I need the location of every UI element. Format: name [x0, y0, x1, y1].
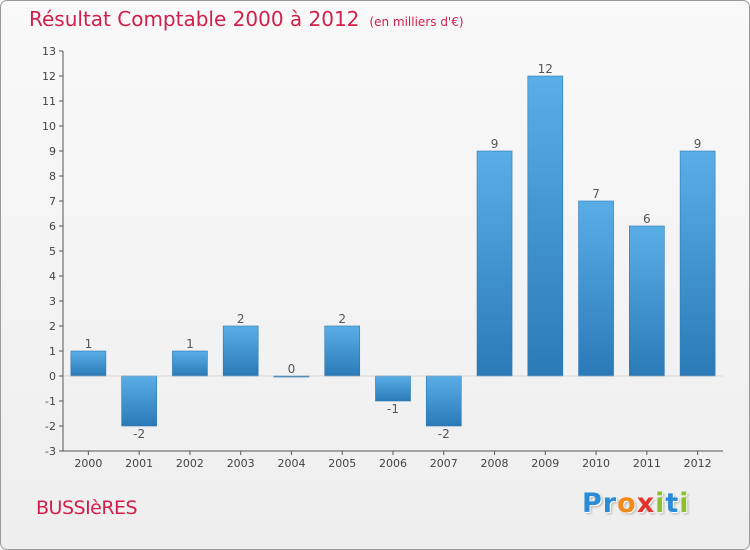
data-label: 9: [694, 137, 702, 151]
x-tick-label: 2001: [125, 457, 153, 470]
data-label: 2: [338, 312, 346, 326]
y-tick-label: 4: [49, 270, 56, 283]
x-tick-label: 2003: [227, 457, 255, 470]
x-tick-label: 2006: [379, 457, 407, 470]
bar: [375, 375, 411, 402]
data-label: 12: [538, 62, 553, 76]
data-label: 7: [592, 187, 600, 201]
y-tick-label: 12: [42, 70, 56, 83]
y-tick-label: 0: [49, 370, 56, 383]
bar: [629, 225, 665, 377]
x-tick-label: 2008: [481, 457, 509, 470]
bar: [70, 350, 107, 377]
data-label: 1: [186, 337, 194, 351]
chart-subtitle: (en milliers d'€): [369, 15, 464, 29]
logo-letter: x: [636, 488, 656, 519]
y-tick-label: 10: [42, 120, 56, 133]
y-tick-label: 2: [49, 320, 56, 333]
x-tick-label: 2004: [277, 457, 305, 470]
chart-title: Résultat Comptable 2000 à 2012: [29, 7, 360, 31]
data-label: 6: [643, 212, 651, 226]
y-tick-label: -1: [45, 395, 56, 408]
bar: [324, 325, 361, 377]
bar: [679, 150, 716, 377]
logo-letter: o: [617, 488, 637, 519]
commune-name: BUSSIèRES: [36, 497, 138, 519]
data-label: 1: [85, 337, 93, 351]
data-label: -1: [387, 402, 399, 416]
bar: [578, 200, 614, 377]
y-tick-label: -3: [45, 445, 56, 458]
y-tick-label: 13: [42, 45, 56, 58]
data-label: 9: [491, 137, 499, 151]
logo-letter: i: [679, 488, 690, 519]
y-tick-label: 8: [49, 170, 56, 183]
data-label: 0: [288, 362, 296, 376]
y-tick-label: 3: [49, 295, 56, 308]
x-tick-label: 2010: [582, 457, 610, 470]
y-tick-label: 1: [49, 345, 56, 358]
x-tick-label: 2000: [74, 457, 102, 470]
x-tick-label: 2011: [633, 457, 661, 470]
y-tick-label: 7: [49, 195, 56, 208]
x-tick-label: 2009: [531, 457, 559, 470]
x-tick-label: 2007: [430, 457, 458, 470]
bar: [172, 350, 208, 377]
y-tick-label: 9: [49, 145, 56, 158]
y-tick-label: 5: [49, 245, 56, 258]
x-tick-label: 2005: [328, 457, 356, 470]
y-tick-label: 11: [42, 95, 56, 108]
data-label: 2: [237, 312, 245, 326]
bar: [425, 375, 462, 427]
data-label: -2: [438, 427, 450, 441]
bar: [527, 75, 564, 377]
y-tick-label: 6: [49, 220, 56, 233]
bar: [121, 375, 157, 427]
proxiti-logo: Proxiti: [582, 488, 690, 519]
x-tick-label: 2012: [684, 457, 712, 470]
title-row: Résultat Comptable 2000 à 2012 (en millie…: [29, 7, 464, 31]
bar: [222, 325, 259, 377]
logo-letter: r: [602, 488, 618, 519]
y-tick-label: -2: [45, 420, 56, 433]
logo-letter: P: [582, 488, 603, 519]
data-label: -2: [133, 427, 145, 441]
logo-letter: t: [665, 488, 680, 519]
logo-letter: i: [655, 488, 666, 519]
x-tick-label: 2002: [176, 457, 204, 470]
bar: [476, 150, 513, 377]
